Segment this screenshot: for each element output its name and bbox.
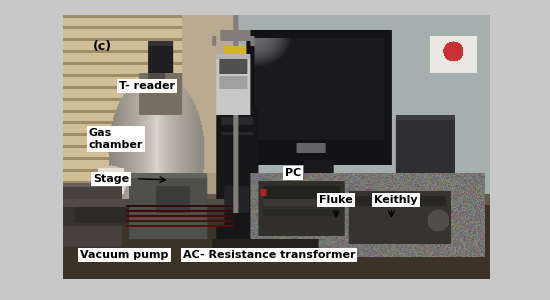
Text: Fluke: Fluke bbox=[319, 195, 353, 205]
Text: AC- Resistance transformer: AC- Resistance transformer bbox=[183, 250, 355, 260]
Text: Gas
chamber: Gas chamber bbox=[89, 128, 143, 150]
Text: PC: PC bbox=[285, 168, 301, 178]
Text: (c): (c) bbox=[93, 40, 112, 53]
Text: Vacuum pump: Vacuum pump bbox=[80, 250, 169, 260]
Text: Stage: Stage bbox=[93, 174, 129, 184]
Text: T- reader: T- reader bbox=[119, 81, 175, 91]
Text: Keithly: Keithly bbox=[375, 195, 418, 205]
